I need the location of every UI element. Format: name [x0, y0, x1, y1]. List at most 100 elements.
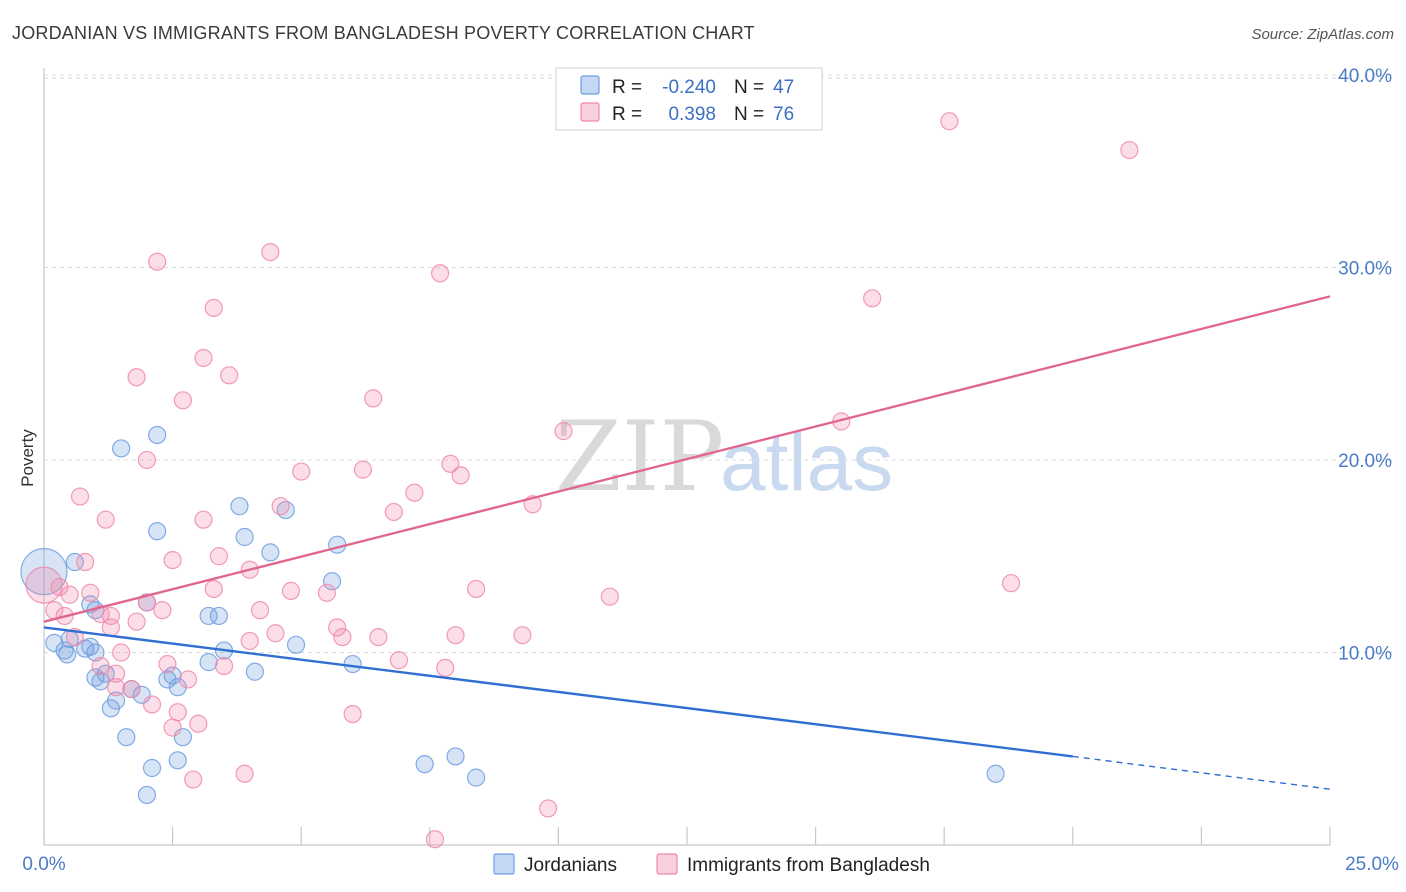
y-tick-label: 40.0%: [1338, 66, 1392, 87]
scatter-point: [194, 510, 213, 529]
scatter-point: [513, 626, 532, 645]
scatter-point: [137, 593, 156, 612]
scatter-point: [96, 510, 115, 529]
scatter-point: [163, 550, 182, 570]
y-tick-labels: 10.0% 20.0% 30.0% 40.0%: [1338, 66, 1392, 665]
scatter-point: [106, 664, 126, 683]
legend-n-value-bangladesh: 76: [773, 104, 794, 125]
x-tick-label-max: 25.0%: [1345, 854, 1399, 875]
scatter-point: [369, 627, 388, 647]
scatter-point: [384, 502, 403, 522]
scatter-point: [389, 651, 409, 670]
scatter-point: [70, 487, 90, 506]
scatter-point: [353, 460, 373, 479]
scatter-point: [168, 678, 187, 697]
scatter-point: [184, 770, 203, 789]
scatter-point: [112, 439, 131, 458]
scatter-point: [1001, 574, 1021, 593]
scatter-point: [86, 643, 105, 662]
scatter-point: [81, 637, 100, 656]
scatter-point: [65, 552, 84, 572]
scatter-point: [343, 654, 362, 674]
legend-n-label: N =: [734, 77, 764, 98]
scatter-point: [142, 758, 162, 778]
scatter-point: [863, 289, 882, 308]
source-credit: Source: ZipAtlas.com: [1251, 26, 1394, 43]
scatter-point: [58, 645, 77, 664]
scatter-point: [328, 535, 347, 554]
watermark-atlas: atlas: [720, 417, 893, 508]
scatter-point: [286, 635, 306, 654]
scatter-point: [106, 691, 126, 710]
legend-r-value-bangladesh: 0.398: [668, 104, 716, 125]
scatter-point: [142, 695, 162, 714]
scatter-point: [343, 704, 362, 724]
scatter-point: [364, 389, 383, 408]
trend-line-jordanians: [43, 626, 1073, 758]
scatter-point: [76, 552, 95, 572]
scatter-point: [1120, 140, 1139, 160]
scatter-point: [148, 252, 167, 271]
scatter-point: [230, 497, 249, 516]
scatter-point: [245, 662, 265, 681]
scatter-point: [436, 658, 455, 678]
scatter-point: [405, 483, 424, 502]
scatter-series: [20, 112, 1139, 849]
trend-line-bangladesh: [43, 295, 1331, 623]
scatter-point: [317, 583, 337, 602]
series-legend-label-bangladesh: Immigrants from Bangladesh: [687, 855, 930, 876]
scatter-point: [261, 543, 280, 562]
series-legend: Jordanians Immigrants from Bangladesh: [493, 853, 930, 876]
scatter-point: [441, 454, 460, 473]
series-bangladesh: [25, 112, 1139, 849]
scatter-point: [106, 678, 126, 697]
scatter-point: [940, 112, 959, 131]
y-tick-label: 20.0%: [1338, 451, 1392, 472]
stats-legend-box: [555, 67, 823, 131]
scatter-point: [292, 462, 311, 481]
legend-r-value-jordanians: -0.240: [662, 77, 716, 98]
scatter-point: [117, 728, 136, 747]
x-ticks: [43, 827, 1331, 845]
chart-title: JORDANIAN VS IMMIGRANTS FROM BANGLADESH …: [12, 23, 755, 43]
scatter-point: [600, 587, 619, 606]
scatter-point: [554, 422, 573, 441]
series-legend-label-jordanians: Jordanians: [524, 855, 617, 876]
y-tick-label: 30.0%: [1338, 259, 1392, 280]
y-tick-label: 10.0%: [1338, 644, 1392, 665]
scatter-point: [112, 643, 131, 662]
scatter-point: [271, 497, 290, 516]
legend-n-value-jordanians: 47: [773, 77, 794, 98]
scatter-point: [446, 747, 465, 766]
legend-swatch-bangladesh: [580, 102, 600, 122]
scatter-point: [199, 606, 218, 626]
stats-legend: R = -0.240 N = 47 R = 0.398 N = 76: [555, 67, 823, 131]
scatter-point: [466, 768, 486, 787]
scatter-point: [281, 581, 301, 601]
scatter-point: [194, 348, 213, 368]
legend-swatch-jordanians: [580, 75, 600, 95]
scatter-point: [204, 579, 223, 599]
scatter-point: [322, 572, 342, 591]
y-axis-label: Poverty: [18, 429, 37, 487]
scatter-point: [148, 522, 167, 541]
scatter-point: [209, 547, 228, 566]
scatter-point: [127, 368, 146, 387]
trend-line-extension: [1072, 755, 1331, 790]
scatter-point: [451, 466, 470, 485]
scatter-point: [20, 548, 68, 596]
scatter-point: [168, 751, 187, 770]
scatter-point: [235, 764, 254, 783]
scatter-point: [446, 626, 465, 645]
scatter-point: [148, 425, 167, 445]
scatter-point: [25, 566, 63, 604]
scatter-point: [60, 585, 79, 604]
scatter-point: [333, 627, 352, 647]
scatter-point: [81, 583, 100, 602]
scatter-point: [168, 703, 187, 722]
legend-r-label: R =: [612, 77, 642, 98]
scatter-point: [261, 243, 280, 262]
legend-r-label: R =: [612, 104, 642, 125]
scatter-point: [158, 654, 177, 674]
